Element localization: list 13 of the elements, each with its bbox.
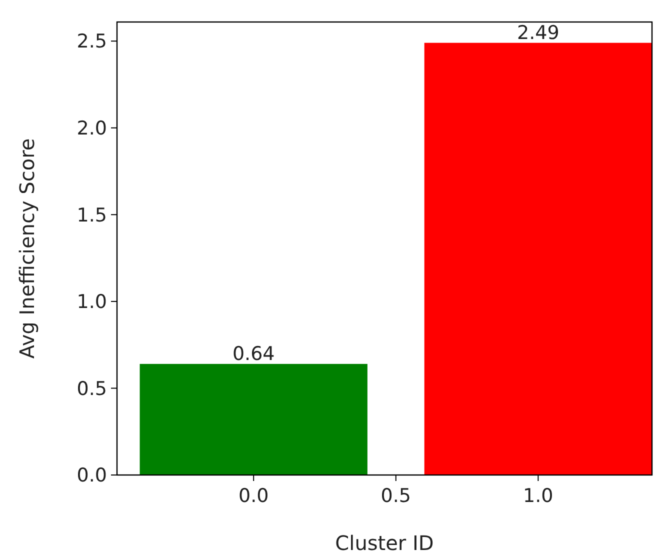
x-tick-label: 1.0 bbox=[523, 485, 554, 507]
y-tick-label: 0.5 bbox=[76, 378, 107, 400]
y-tick-label: 0.0 bbox=[76, 464, 107, 487]
x-axis-title: Cluster ID bbox=[335, 531, 434, 555]
x-tick-label: 0.0 bbox=[238, 485, 269, 507]
y-tick-label: 2.5 bbox=[76, 30, 107, 53]
y-axis-title: Avg Inefficiency Score bbox=[15, 138, 39, 359]
y-tick-label: 2.0 bbox=[76, 118, 107, 140]
x-tick-label: 0.5 bbox=[380, 485, 411, 507]
y-tick-label: 1.0 bbox=[76, 291, 107, 314]
y-tick-label: 1.5 bbox=[76, 204, 107, 226]
data-label: 2.49 bbox=[517, 22, 560, 44]
data-label: 0.64 bbox=[232, 342, 275, 365]
